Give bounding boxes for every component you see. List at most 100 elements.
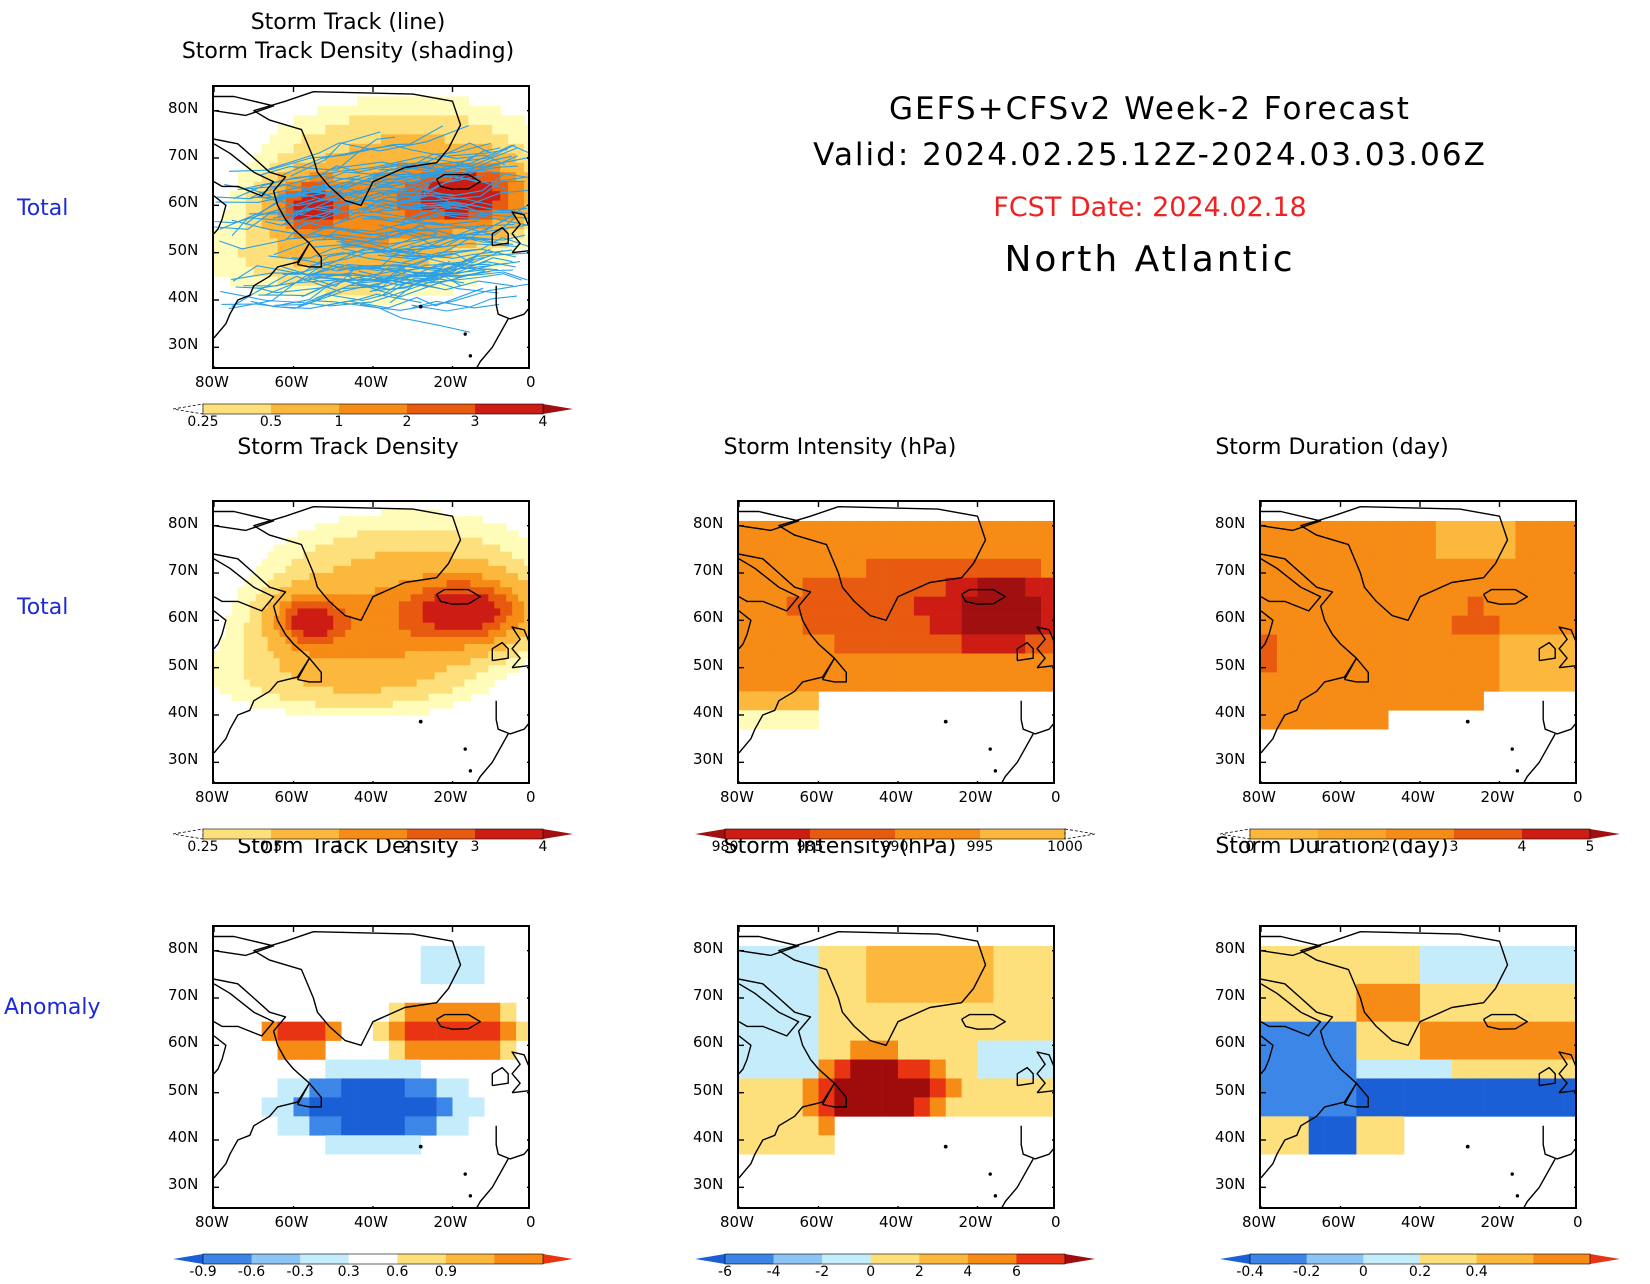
lat-tick-label: 80N (693, 938, 724, 957)
coastline-ireland (1016, 641, 1034, 662)
lat-tick-label: 40N (168, 288, 199, 306)
coastline-africa (1001, 1158, 1034, 1207)
lon-tick-label: 20W (1480, 1213, 1515, 1231)
colorbar-label: 980 (711, 839, 739, 855)
lat-tick-label: 70N (168, 561, 199, 579)
coastline-uk (1558, 626, 1575, 669)
coastline-hudson (1261, 610, 1274, 650)
colorbar-swatch (1363, 1254, 1421, 1264)
colorbar-label: 4 (538, 839, 548, 855)
colorbar-label: 0.6 (386, 1264, 409, 1280)
map-density-total (212, 500, 530, 784)
coastline-iberia (495, 1125, 528, 1160)
lat-tick-label: 50N (693, 655, 724, 674)
density-shading (214, 509, 528, 716)
lon-tick-label: 60W (274, 373, 309, 391)
lat-tick-label: 30N (1215, 750, 1246, 769)
lon-tick-label: 60W (1321, 788, 1356, 806)
colorbar-swatch (339, 404, 408, 414)
panel-title-track-lines-2: Storm Track Density (shading) (181, 39, 515, 64)
madeira-island (463, 332, 467, 336)
lat-tick-label: 70N (693, 561, 724, 579)
coastline-iberia (1020, 700, 1053, 735)
colorbar-swatch (494, 1254, 544, 1264)
forecast-valid-range: Valid: 2024.02.25.12Z-2024.03.03.06Z (813, 137, 1487, 173)
lon-tick-label: 60W (274, 788, 309, 806)
coastline-africa (476, 733, 509, 782)
colorbar-label: 0.3 (337, 1264, 360, 1280)
lat-tick-label: 30N (1215, 1175, 1246, 1194)
colorbar-density-2: 0.25 0.5 1 2 3 4 (173, 827, 573, 859)
coastline-baffin (214, 558, 275, 612)
panel-title-density-total: Storm Track Density (237, 435, 459, 460)
canary-island (1515, 1194, 1520, 1198)
lat-tick-label: 70N (168, 986, 199, 1004)
colorbar-swatch (397, 1254, 447, 1264)
lat-tick-label: 30N (168, 750, 199, 769)
colorbar-label: 3 (470, 414, 480, 430)
row-label-anomaly: Anomaly (4, 995, 101, 1020)
colorbar-label: 0.9 (434, 1264, 457, 1280)
lon-tick-label: 80W (195, 373, 229, 391)
colorbar-high-arrow (543, 404, 573, 414)
lat-tick-label: 50N (168, 240, 199, 259)
row-label-total-2: Total (17, 595, 69, 620)
coastline-baffin (1261, 983, 1322, 1037)
lon-tick-label: 80W (1242, 788, 1276, 806)
lon-tick-label: 40W (1401, 788, 1435, 806)
coastline-greenland (778, 506, 987, 622)
panel-title-intensity-total: Storm Intensity (hPa) (723, 435, 957, 460)
coastline-iceland (435, 173, 481, 190)
lat-tick-label: 40N (693, 703, 724, 721)
colorbar-label: 6 (1011, 1264, 1021, 1280)
coastline-newf (296, 657, 323, 683)
coastline-ireland (1016, 1066, 1034, 1087)
lon-tick-label: 0 (1051, 1213, 1061, 1231)
colorbar-label: 3 (470, 839, 480, 855)
lon-tick-label: 80W (1242, 1213, 1276, 1231)
colorbar-label: 1 (1313, 839, 1323, 855)
colorbar-swatch (203, 404, 272, 414)
map-density-anom (212, 925, 530, 1209)
coastline-newf (821, 657, 848, 683)
colorbar-swatch (967, 1254, 1017, 1264)
lat-tick-label: 60N (1215, 1033, 1246, 1052)
forecast-title: GEFS+CFSv2 Week-2 Forecast (889, 91, 1411, 127)
colorbar-svg (1220, 1253, 1620, 1265)
coastline-ellesmere (214, 935, 275, 957)
colorbar-label: 4 (963, 1264, 973, 1280)
colorbar-swatch (1420, 1254, 1478, 1264)
map-track-lines-svg (214, 87, 528, 367)
colorbar-high-arrow (1590, 829, 1620, 839)
lon-tick-label: 40W (354, 788, 388, 806)
colorbar-label: 1000 (1047, 839, 1083, 855)
colorbar-swatch (725, 829, 811, 839)
lon-tick-label: 0 (1051, 788, 1061, 806)
coastline-ireland (491, 1066, 509, 1087)
colorbar-label: 0.5 (259, 414, 283, 430)
madeira-island (1510, 1172, 1514, 1176)
colorbar-swatch (1476, 1254, 1534, 1264)
colorbar-label: 1 (334, 839, 344, 855)
colorbar-label: 0.2 (1408, 1264, 1432, 1280)
coastline-iberia (495, 285, 528, 320)
colorbar-svg (173, 828, 573, 840)
lat-tick-label: 80N (1215, 938, 1246, 957)
lon-tick-label: 60W (1321, 1213, 1356, 1231)
canary-island (468, 1194, 473, 1198)
colorbar-swatch (203, 829, 272, 839)
axis-ticks (214, 927, 528, 1207)
colorbar-swatch (271, 404, 340, 414)
lon-tick-label: 0 (1573, 1213, 1583, 1231)
colorbar-swatch (870, 1254, 920, 1264)
colorbar-density-anom: -0.9 -0.6 -0.3 0.3 0.6 0.9 (173, 1252, 573, 1284)
colorbar-swatch (822, 1254, 872, 1264)
lat-tick-label: 70N (1215, 561, 1246, 579)
lat-tick-label: 70N (168, 146, 199, 164)
coastline-iceland (435, 1013, 481, 1030)
coastline-iberia (495, 700, 528, 735)
azores-island (1465, 719, 1470, 724)
coastline-africa (1523, 733, 1556, 782)
coastline-hudson (214, 195, 227, 235)
coastline-ireland (1538, 641, 1556, 662)
